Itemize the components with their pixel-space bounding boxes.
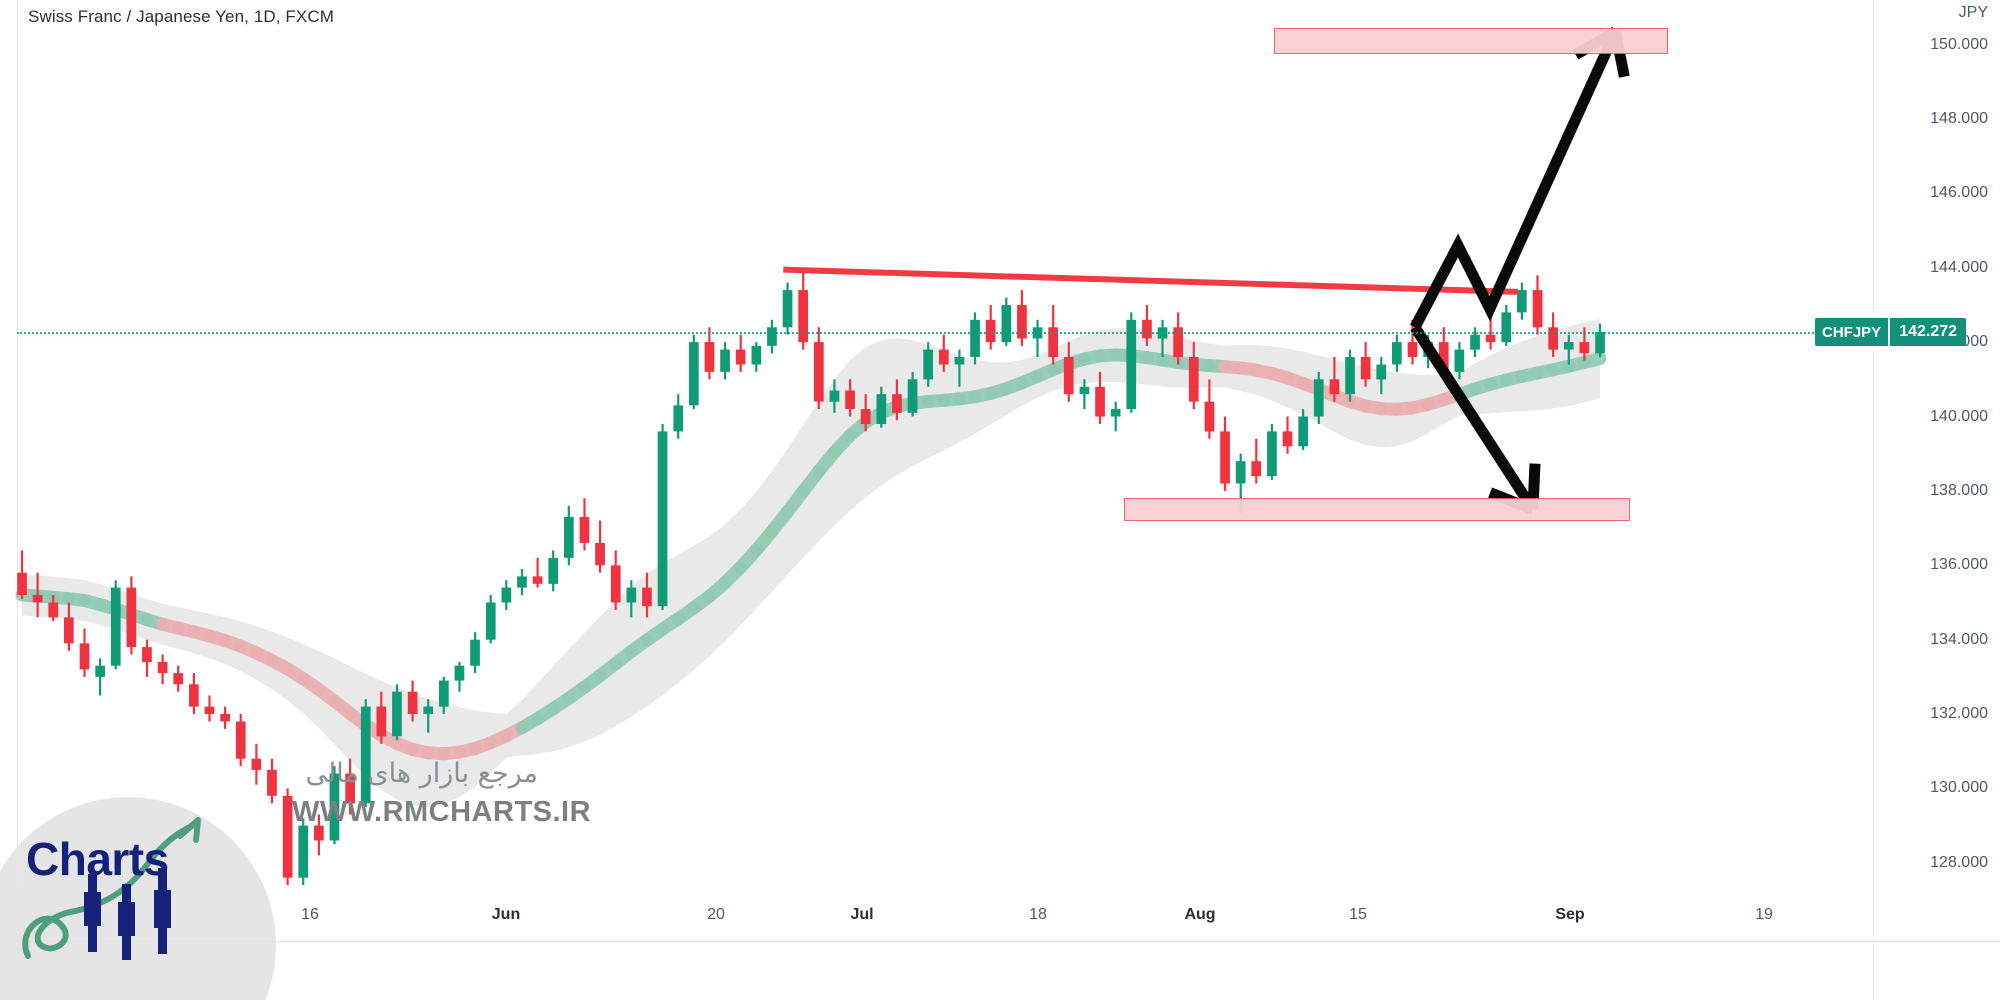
time-axis-tick: 19: [1755, 906, 1773, 923]
price-badge-symbol: CHFJPY: [1815, 318, 1889, 347]
time-axis-tick: 15: [1349, 906, 1367, 923]
time-axis[interactable]: 16 Jun 20 Jul 18 Aug 15 Sep 19: [0, 900, 1874, 950]
time-axis-tick: Jun: [491, 906, 521, 923]
bullish-projection-arrow[interactable]: [1410, 26, 1630, 330]
price-axis-tick: 128.000: [1930, 853, 1988, 871]
support-zone[interactable]: [1124, 498, 1631, 521]
time-axis-tick: 18: [1029, 906, 1047, 923]
price-axis-tick: 148.000: [1930, 110, 1988, 127]
price-axis-unit: JPY: [1958, 4, 1988, 21]
time-axis-tick: 16: [301, 906, 319, 923]
current-price-line: [17, 332, 1874, 335]
symbol-title[interactable]: Swiss Franc / Japanese Yen, 1D, FXCM: [28, 7, 334, 26]
plot-area[interactable]: [0, 0, 1874, 900]
resistance-trendline[interactable]: [783, 266, 1518, 295]
drawing-annotations[interactable]: [0, 0, 1874, 900]
time-axis-tick: Aug: [1184, 906, 1216, 923]
time-axis-divider: [17, 941, 2000, 942]
time-axis-tick: Sep: [1555, 906, 1585, 923]
price-axis-tick: 146.000: [1930, 184, 1988, 202]
resistance-zone[interactable]: [1274, 27, 1668, 54]
current-price-badge[interactable]: CHFJPY 142.272: [1815, 318, 1967, 347]
price-axis-tick: 130.000: [1930, 779, 1988, 797]
candlestick-series: [17, 267, 1605, 886]
price-axis-tick: 132.000: [1930, 705, 1988, 723]
bearish-projection-arrow[interactable]: [1410, 324, 1541, 515]
price-axis[interactable]: JPY 150.000148.000146.000144.000142.0001…: [1874, 0, 2000, 1000]
price-axis-tick: 144.000: [1930, 258, 1988, 276]
price-axis-divider: [1873, 0, 1874, 1000]
chart-left-border: [17, 0, 18, 890]
price-axis-tick: 134.000: [1930, 630, 1988, 648]
time-axis-tick: 20: [707, 906, 725, 923]
price-badge-separator: [1888, 318, 1891, 347]
price-badge-value: 142.272: [1890, 318, 1967, 347]
price-axis-tick: 140.000: [1930, 407, 1988, 425]
price-axis-tick: 136.000: [1930, 556, 1988, 574]
price-axis-tick: 150.000: [1930, 35, 1988, 53]
time-axis-tick: Jul: [850, 906, 874, 923]
price-axis-tick: 138.000: [1930, 481, 1988, 499]
